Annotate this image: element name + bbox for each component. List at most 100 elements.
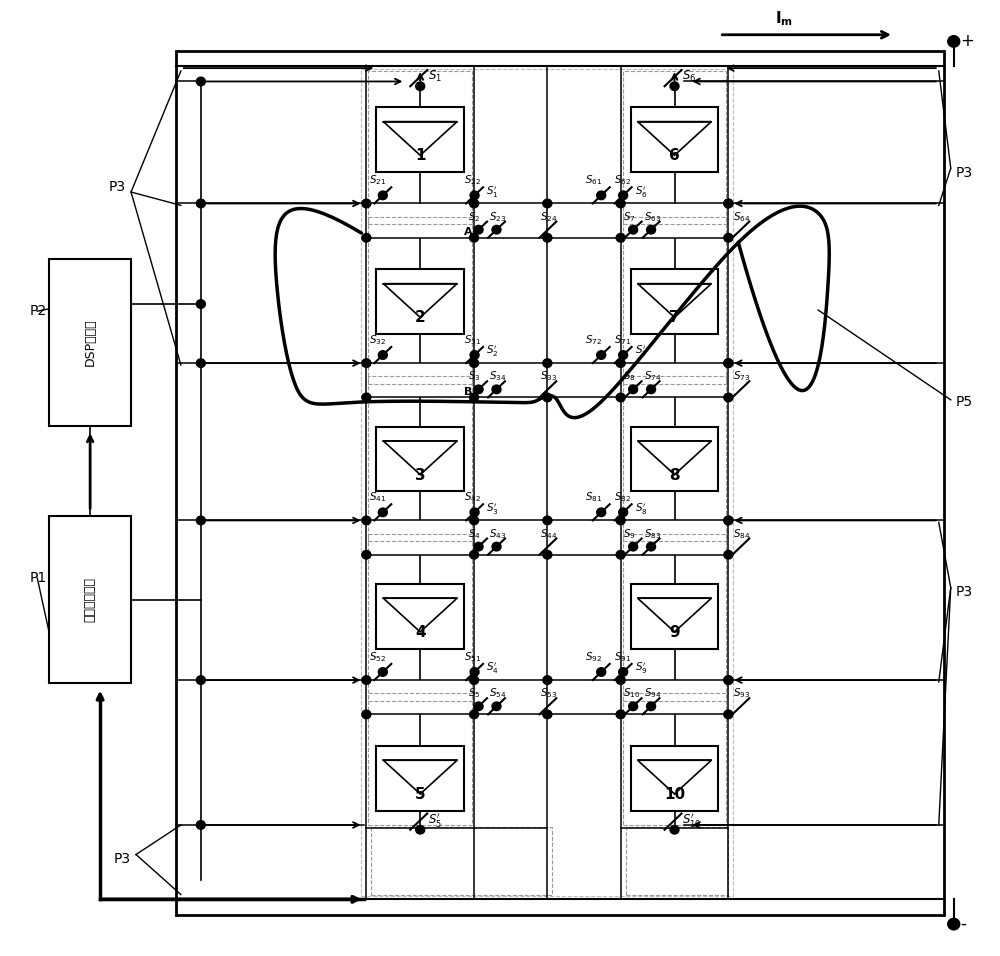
Polygon shape: [383, 441, 457, 474]
Circle shape: [619, 351, 628, 359]
Text: $S_5$: $S_5$: [468, 686, 481, 701]
Text: 5: 5: [415, 787, 426, 802]
Circle shape: [470, 393, 479, 402]
Polygon shape: [638, 598, 711, 632]
Text: $S_{23}$: $S_{23}$: [489, 210, 506, 224]
Circle shape: [724, 551, 733, 559]
Circle shape: [543, 199, 552, 207]
Polygon shape: [638, 441, 711, 474]
Circle shape: [470, 676, 479, 684]
Circle shape: [378, 667, 387, 676]
Text: $S_{33}$: $S_{33}$: [540, 370, 558, 383]
Text: $S_{91}$: $S_{91}$: [614, 650, 631, 664]
Text: 1: 1: [415, 148, 425, 163]
Circle shape: [492, 542, 501, 551]
Text: $S_{64}$: $S_{64}$: [733, 210, 751, 224]
Circle shape: [196, 77, 205, 86]
Text: $S_1$: $S_1$: [428, 69, 442, 84]
Polygon shape: [638, 760, 711, 794]
Text: DSP控制器: DSP控制器: [84, 318, 97, 366]
Circle shape: [724, 199, 733, 207]
Circle shape: [470, 233, 479, 242]
Text: +: +: [961, 33, 975, 51]
Text: $S_{53}$: $S_{53}$: [540, 686, 558, 701]
Circle shape: [597, 351, 606, 359]
Text: $S_{94}$: $S_{94}$: [644, 686, 661, 701]
Text: 7: 7: [669, 311, 680, 325]
Text: P1: P1: [29, 571, 47, 585]
Circle shape: [470, 358, 479, 367]
Circle shape: [492, 385, 501, 394]
Circle shape: [470, 516, 479, 525]
Text: $S_{71}$: $S_{71}$: [614, 334, 631, 347]
Text: $S_{52}$: $S_{52}$: [369, 650, 386, 664]
Polygon shape: [383, 760, 457, 794]
Circle shape: [196, 516, 205, 525]
Circle shape: [616, 516, 625, 525]
Circle shape: [647, 226, 656, 234]
Text: $\mathbf{I_m}$: $\mathbf{I_m}$: [775, 10, 793, 28]
Text: 4: 4: [415, 625, 426, 640]
Text: $S_1'$: $S_1'$: [486, 185, 499, 200]
Circle shape: [378, 191, 387, 200]
Text: $S_{21}$: $S_{21}$: [369, 174, 387, 187]
Circle shape: [629, 542, 638, 551]
Bar: [626, 827, 728, 895]
Circle shape: [543, 393, 552, 402]
Circle shape: [474, 385, 483, 394]
Text: $S_8'$: $S_8'$: [635, 501, 647, 516]
Circle shape: [543, 358, 552, 367]
Circle shape: [470, 551, 479, 559]
Circle shape: [543, 710, 552, 719]
Circle shape: [474, 542, 483, 551]
Text: P3: P3: [956, 585, 973, 599]
Text: $S_{31}$: $S_{31}$: [464, 334, 481, 347]
Circle shape: [470, 710, 479, 719]
Circle shape: [362, 233, 371, 242]
Polygon shape: [638, 284, 711, 317]
Circle shape: [543, 233, 552, 242]
Text: $S_{73}$: $S_{73}$: [733, 370, 751, 383]
Bar: [631, 746, 718, 811]
Text: A: A: [464, 228, 473, 237]
Text: $S_{82}$: $S_{82}$: [614, 490, 631, 505]
Text: $S_3$: $S_3$: [468, 370, 481, 383]
Circle shape: [597, 667, 606, 676]
Text: $S_{24}$: $S_{24}$: [540, 210, 558, 224]
Text: $S_3'$: $S_3'$: [486, 501, 499, 516]
Bar: [376, 270, 464, 334]
Bar: [623, 217, 726, 384]
Bar: [49, 259, 131, 425]
Text: $S_{34}$: $S_{34}$: [489, 370, 506, 383]
Text: 2: 2: [415, 311, 426, 325]
Circle shape: [616, 199, 625, 207]
Text: 9: 9: [669, 625, 680, 640]
Circle shape: [378, 508, 387, 516]
Circle shape: [724, 676, 733, 684]
Text: $S_{32}$: $S_{32}$: [369, 334, 386, 347]
Circle shape: [470, 351, 479, 359]
Text: $S_{54}$: $S_{54}$: [489, 686, 506, 701]
Circle shape: [492, 702, 501, 710]
Circle shape: [724, 516, 733, 525]
Bar: [361, 69, 733, 897]
Text: $S_2'$: $S_2'$: [486, 344, 498, 359]
Text: $S_7'$: $S_7'$: [635, 344, 647, 359]
Text: $S_8$: $S_8$: [623, 370, 635, 383]
Text: P2: P2: [29, 304, 46, 318]
Circle shape: [196, 820, 205, 829]
Bar: [368, 533, 472, 701]
Circle shape: [474, 226, 483, 234]
Text: P3: P3: [114, 853, 131, 866]
Text: $S_{10}'$: $S_{10}'$: [682, 812, 702, 829]
Circle shape: [670, 825, 679, 834]
Text: 10: 10: [664, 787, 685, 802]
Circle shape: [647, 385, 656, 394]
Circle shape: [724, 199, 733, 207]
Bar: [376, 746, 464, 811]
Text: $S_{61}$: $S_{61}$: [585, 174, 602, 187]
Circle shape: [543, 551, 552, 559]
Circle shape: [196, 676, 205, 684]
Bar: [376, 584, 464, 648]
Text: $S_4$: $S_4$: [468, 527, 481, 541]
